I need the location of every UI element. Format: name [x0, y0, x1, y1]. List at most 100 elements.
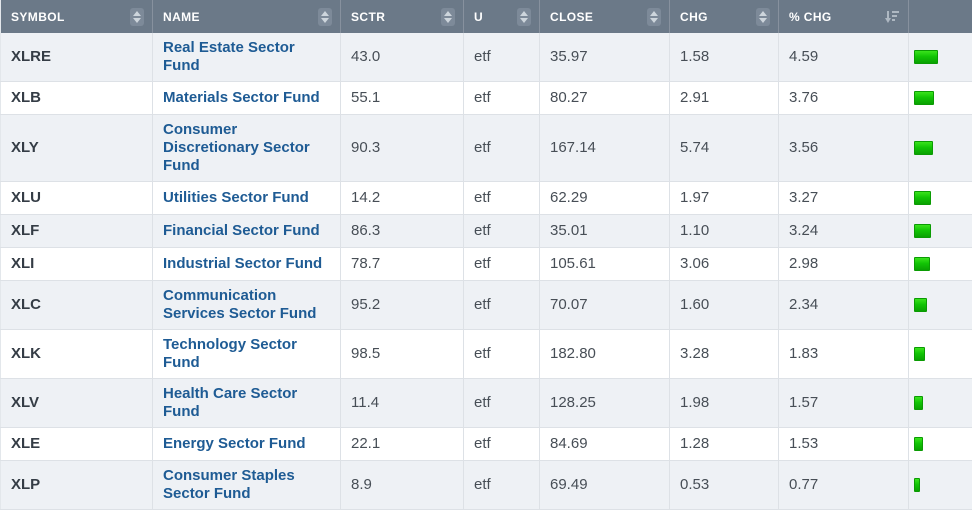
pct-chg-bar-cell: [909, 33, 972, 82]
name-cell: Energy Sector Fund: [153, 428, 341, 461]
chg-cell: 3.06: [670, 248, 779, 281]
pct-chg-cell: 2.98: [779, 248, 909, 281]
fund-name-link[interactable]: Materials Sector Fund: [163, 89, 320, 106]
chg-cell: 1.97: [670, 182, 779, 215]
sort-toggle-icon[interactable]: [517, 8, 531, 26]
sctr-cell: 98.5: [341, 330, 464, 379]
chg-cell: 2.91: [670, 82, 779, 115]
pct-chg-cell: 3.76: [779, 82, 909, 115]
close-cell: 62.29: [540, 182, 670, 215]
column-label: U: [474, 10, 483, 24]
pct-chg-cell: 2.34: [779, 281, 909, 330]
column-header-sctr[interactable]: SCTR: [341, 0, 464, 33]
chg-cell: 0.53: [670, 461, 779, 510]
fund-name-link[interactable]: Real Estate Sector Fund: [163, 39, 295, 74]
fund-name-link[interactable]: Industrial Sector Fund: [163, 255, 322, 272]
universe-cell: etf: [464, 248, 540, 281]
fund-name-link[interactable]: Health Care Sector Fund: [163, 385, 297, 420]
sctr-cell: 55.1: [341, 82, 464, 115]
column-label: SYMBOL: [11, 10, 65, 24]
name-cell: Communication Services Sector Fund: [153, 281, 341, 330]
sctr-cell: 90.3: [341, 115, 464, 182]
column-label: SCTR: [351, 10, 385, 24]
close-cell: 35.97: [540, 33, 670, 82]
column-label: CLOSE: [550, 10, 593, 24]
pct-chg-bar: [914, 478, 920, 492]
column-header-pct_chg[interactable]: % CHG: [779, 0, 909, 33]
symbol-cell: XLP: [1, 461, 153, 510]
table-header: SYMBOL NAME SCTR U CLOSE CHG% CHG: [1, 0, 972, 33]
symbol-cell: XLE: [1, 428, 153, 461]
pct-chg-bar: [914, 141, 933, 155]
universe-cell: etf: [464, 281, 540, 330]
symbol-cell: XLV: [1, 379, 153, 428]
sctr-cell: 78.7: [341, 248, 464, 281]
column-header-symbol[interactable]: SYMBOL: [1, 0, 153, 33]
universe-cell: etf: [464, 461, 540, 510]
column-header-chg[interactable]: CHG: [670, 0, 779, 33]
sort-descending-icon[interactable]: [884, 10, 900, 24]
pct-chg-bar-cell: [909, 115, 972, 182]
pct-chg-cell: 3.56: [779, 115, 909, 182]
sctr-cell: 14.2: [341, 182, 464, 215]
sort-toggle-icon[interactable]: [441, 8, 455, 26]
pct-chg-cell: 4.59: [779, 33, 909, 82]
pct-chg-cell: 1.57: [779, 379, 909, 428]
symbol-cell: XLB: [1, 82, 153, 115]
sort-toggle-icon[interactable]: [756, 8, 770, 26]
pct-chg-bar-cell: [909, 379, 972, 428]
chg-cell: 1.60: [670, 281, 779, 330]
name-cell: Materials Sector Fund: [153, 82, 341, 115]
sctr-cell: 95.2: [341, 281, 464, 330]
fund-name-link[interactable]: Communication Services Sector Fund: [163, 287, 316, 322]
close-cell: 35.01: [540, 215, 670, 248]
fund-name-link[interactable]: Consumer Discretionary Sector Fund: [163, 121, 310, 174]
pct-chg-cell: 0.77: [779, 461, 909, 510]
name-cell: Industrial Sector Fund: [153, 248, 341, 281]
fund-name-link[interactable]: Financial Sector Fund: [163, 222, 320, 239]
chg-cell: 1.10: [670, 215, 779, 248]
pct-chg-bar: [914, 437, 923, 451]
sort-toggle-icon[interactable]: [130, 8, 144, 26]
close-cell: 84.69: [540, 428, 670, 461]
sctr-cell: 8.9: [341, 461, 464, 510]
universe-cell: etf: [464, 215, 540, 248]
pct-chg-bar-cell: [909, 248, 972, 281]
pct-chg-bar-cell: [909, 215, 972, 248]
fund-name-link[interactable]: Technology Sector Fund: [163, 336, 297, 371]
symbol-cell: XLF: [1, 215, 153, 248]
chg-cell: 3.28: [670, 330, 779, 379]
column-header-u[interactable]: U: [464, 0, 540, 33]
sort-toggle-icon[interactable]: [318, 8, 332, 26]
pct-chg-bar: [914, 347, 925, 361]
pct-chg-cell: 3.27: [779, 182, 909, 215]
pct-chg-bar: [914, 396, 923, 410]
fund-name-link[interactable]: Energy Sector Fund: [163, 435, 306, 452]
pct-chg-bar: [914, 50, 938, 64]
pct-chg-bar: [914, 224, 931, 238]
name-cell: Consumer Staples Sector Fund: [153, 461, 341, 510]
universe-cell: etf: [464, 379, 540, 428]
column-label: NAME: [163, 10, 200, 24]
pct-chg-bar-cell: [909, 182, 972, 215]
universe-cell: etf: [464, 115, 540, 182]
name-cell: Real Estate Sector Fund: [153, 33, 341, 82]
fund-name-link[interactable]: Consumer Staples Sector Fund: [163, 467, 295, 502]
column-header-close[interactable]: CLOSE: [540, 0, 670, 33]
close-cell: 128.25: [540, 379, 670, 428]
pct-chg-cell: 1.53: [779, 428, 909, 461]
fund-name-link[interactable]: Utilities Sector Fund: [163, 189, 309, 206]
sort-toggle-icon[interactable]: [647, 8, 661, 26]
name-cell: Consumer Discretionary Sector Fund: [153, 115, 341, 182]
column-header-name[interactable]: NAME: [153, 0, 341, 33]
universe-cell: etf: [464, 33, 540, 82]
universe-cell: etf: [464, 428, 540, 461]
